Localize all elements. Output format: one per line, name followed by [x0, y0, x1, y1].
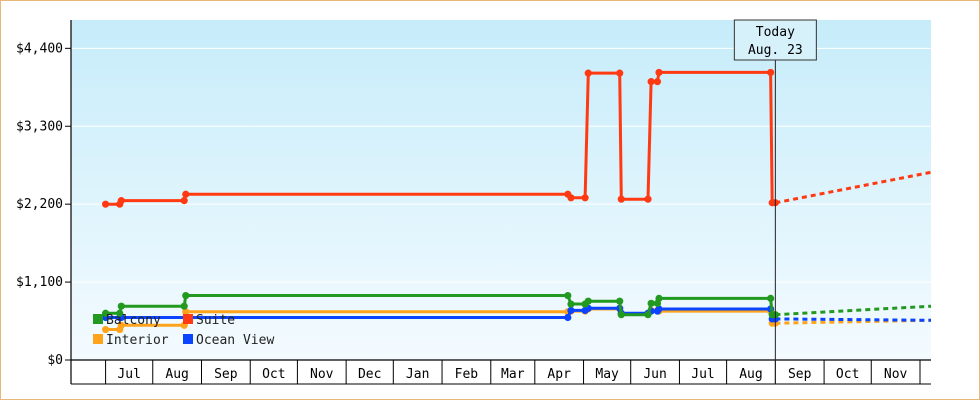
data-point-suite: [647, 78, 655, 86]
data-point-suite: [101, 200, 110, 208]
data-point-balcony: [644, 311, 652, 319]
x-axis: Jul Aug Sep Oct Nov Dec Jan Feb Mar Apr May Jun Jul A…: [105, 360, 921, 384]
data-point-suite: [581, 194, 589, 202]
plot-background: [71, 20, 931, 360]
data-point-suite: [616, 69, 624, 77]
data-point-balcony: [617, 311, 625, 319]
legend-swatch-interior: [93, 334, 103, 344]
data-point-balcony: [564, 291, 572, 300]
legend: Balcony Suite Interior Ocean View: [93, 313, 274, 348]
data-point-balcony: [180, 302, 188, 310]
data-point-ocean-view: [655, 305, 663, 313]
data-point-suite: [644, 195, 652, 203]
data-point-balcony: [116, 309, 124, 317]
data-point-suite: [617, 195, 625, 203]
x-tick-label: Dec: [358, 367, 381, 382]
data-point-balcony: [182, 291, 190, 300]
legend-label-interior: Interior: [106, 333, 169, 348]
legend-label-balcony: Balcony: [106, 313, 161, 328]
data-point-balcony: [616, 297, 624, 305]
data-point-suite: [655, 68, 663, 77]
today-date-label: Aug. 23: [748, 43, 803, 58]
axes: [70, 20, 931, 385]
x-tick-label: Sep: [214, 367, 238, 382]
data-point-ocean-view: [564, 313, 572, 322]
y-axis: $0 $1,100 $2,200 $3,300 $4,400: [16, 41, 71, 368]
data-point-balcony: [647, 299, 655, 307]
data-point-balcony: [655, 294, 663, 302]
legend-label-suite: Suite: [196, 313, 235, 328]
legend-swatch-suite: [183, 314, 193, 324]
series-balcony: [101, 291, 932, 319]
x-tick-label: Feb: [455, 367, 479, 382]
data-point-balcony: [117, 302, 125, 310]
y-tick-label: $0: [47, 353, 63, 368]
x-tick-label: Oct: [836, 367, 859, 382]
x-tick-label: Mar: [501, 367, 525, 382]
legend-swatch-balcony: [93, 314, 103, 324]
projection-line-ocean-view: [775, 317, 932, 322]
data-point-balcony: [101, 309, 110, 317]
x-tick-label: Nov: [310, 367, 334, 382]
x-tick-label: Sep: [788, 367, 812, 382]
x-tick-label: Jul: [117, 367, 140, 382]
data-point-suite: [180, 197, 188, 205]
data-point-suite: [653, 78, 662, 86]
today-box: [733, 19, 817, 61]
data-point-balcony: [767, 294, 775, 302]
legend-swatch-ocean-view: [183, 334, 193, 344]
today-label: Today: [756, 25, 795, 40]
data-point-suite: [182, 190, 190, 198]
data-point-interior: [182, 308, 190, 316]
data-point-suite: [567, 194, 575, 202]
y-tick-label: $4,400: [16, 41, 63, 56]
series-line-suite: [105, 70, 776, 206]
series-line-balcony: [105, 294, 776, 317]
data-point-balcony: [584, 297, 592, 305]
x-tick-label: Aug: [165, 367, 188, 382]
x-tick-label: Jan: [406, 367, 429, 382]
data-point-suite: [584, 69, 592, 77]
x-tick-label: May: [595, 367, 619, 382]
data-point-interior: [101, 325, 110, 334]
x-tick-label: Apr: [547, 367, 571, 382]
data-point-suite: [117, 197, 125, 205]
series-layer: [101, 68, 932, 334]
data-point-ocean-view: [567, 306, 575, 315]
data-point-suite: [767, 68, 775, 77]
projection-line-balcony: [775, 304, 932, 317]
x-tick-label: Aug: [739, 367, 762, 382]
x-tick-label: Oct: [262, 367, 285, 382]
legend-label-ocean-view: Ocean View: [196, 333, 274, 348]
series-suite: [101, 68, 932, 208]
data-point-interior: [117, 321, 125, 329]
x-tick-label: Nov: [884, 367, 908, 382]
y-tick-label: $2,200: [16, 197, 63, 212]
x-tick-label: Jul: [691, 367, 714, 382]
data-point-balcony: [567, 300, 575, 308]
y-tick-label: $3,300: [16, 119, 63, 134]
x-tick-label: Jun: [643, 367, 666, 382]
today-marker: Today Aug. 23: [733, 19, 817, 384]
y-tick-label: $1,100: [16, 275, 63, 290]
